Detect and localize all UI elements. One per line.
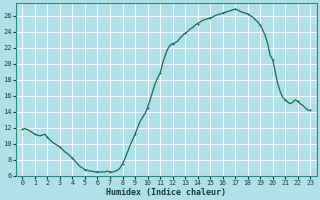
X-axis label: Humidex (Indice chaleur): Humidex (Indice chaleur) [106, 188, 226, 197]
